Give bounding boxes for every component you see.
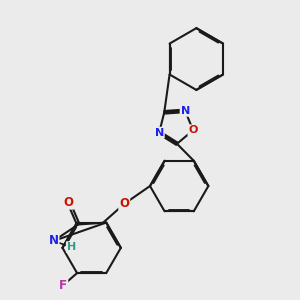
Text: H: H <box>67 242 76 252</box>
Text: O: O <box>64 196 74 209</box>
Text: F: F <box>59 279 67 292</box>
Text: O: O <box>188 125 198 135</box>
Text: O: O <box>119 197 129 210</box>
Text: N: N <box>49 235 58 248</box>
Text: N: N <box>181 106 190 116</box>
Text: N: N <box>154 128 164 138</box>
